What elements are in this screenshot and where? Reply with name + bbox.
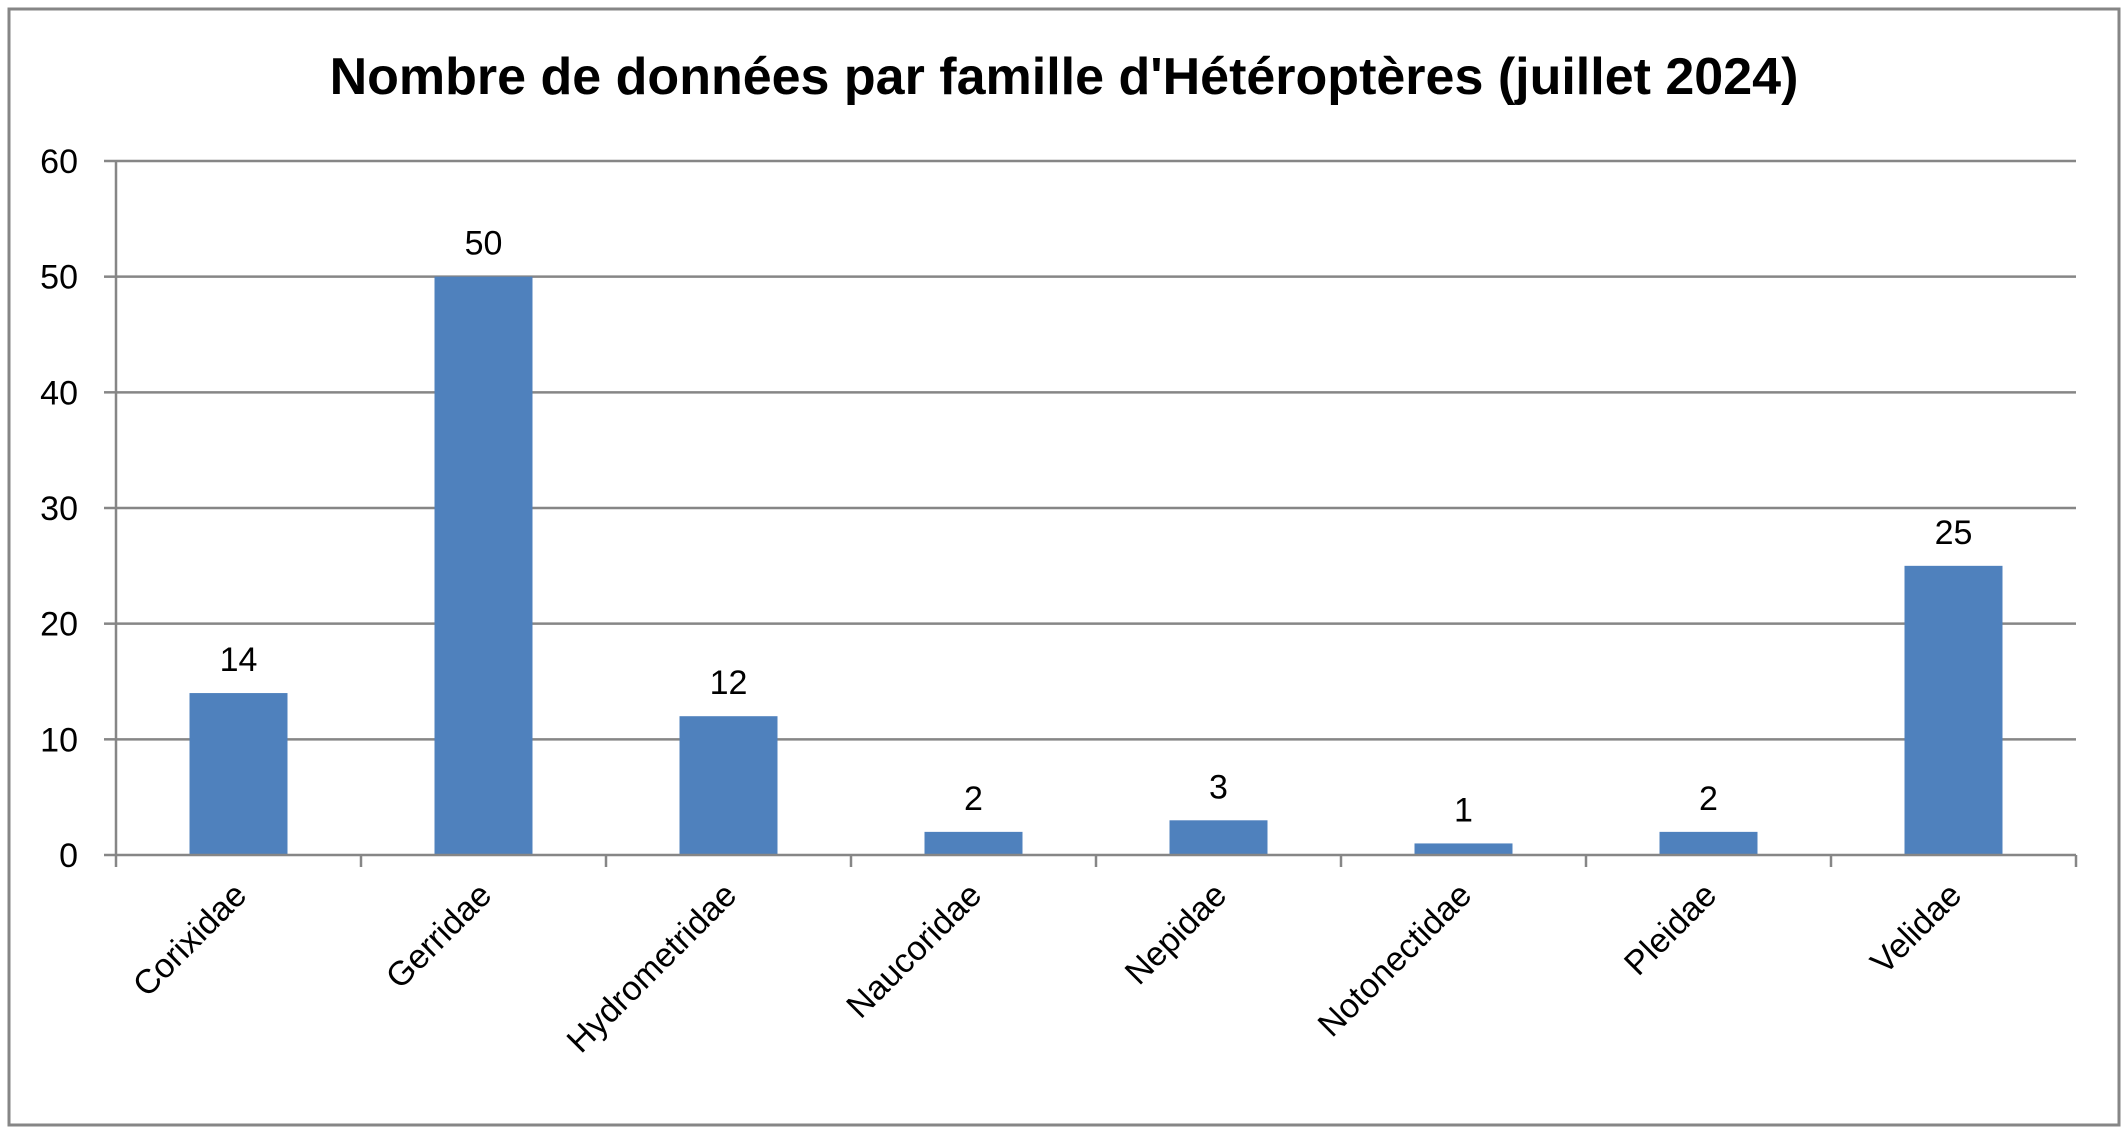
bar-naucoridae (924, 831, 1023, 855)
data-label: 25 (1935, 514, 1973, 552)
bar-corixidae (189, 693, 288, 855)
chart-title: Nombre de données par famille d'Hétéropt… (330, 48, 1799, 106)
data-label: 12 (710, 664, 748, 702)
data-label: 3 (1209, 768, 1228, 806)
data-label: 2 (964, 780, 983, 818)
data-label: 14 (220, 641, 258, 679)
chart-border (7, 7, 2121, 1127)
y-tick-label: 20 (40, 606, 78, 644)
bar-velidae (1904, 565, 2003, 855)
bar-gerridae (434, 276, 533, 856)
y-tick-labels: 0 10 20 30 40 50 60 (40, 143, 78, 875)
y-tick-label: 10 (40, 721, 78, 759)
bars (189, 276, 2003, 856)
y-tick-label: 40 (40, 374, 78, 412)
data-label: 50 (465, 225, 503, 263)
axes (104, 159, 2078, 867)
y-tick-label: 0 (59, 837, 78, 875)
y-tick-label: 60 (40, 143, 78, 181)
bar-nepidae (1169, 820, 1268, 855)
bar-notonectidae (1414, 843, 1513, 855)
bar-hydrometridae (679, 716, 778, 855)
data-label: 2 (1699, 780, 1718, 818)
y-tick-label: 30 (40, 490, 78, 528)
bar-pleidae (1659, 831, 1758, 855)
y-tick-label: 50 (40, 259, 78, 297)
data-label: 1 (1454, 791, 1473, 829)
